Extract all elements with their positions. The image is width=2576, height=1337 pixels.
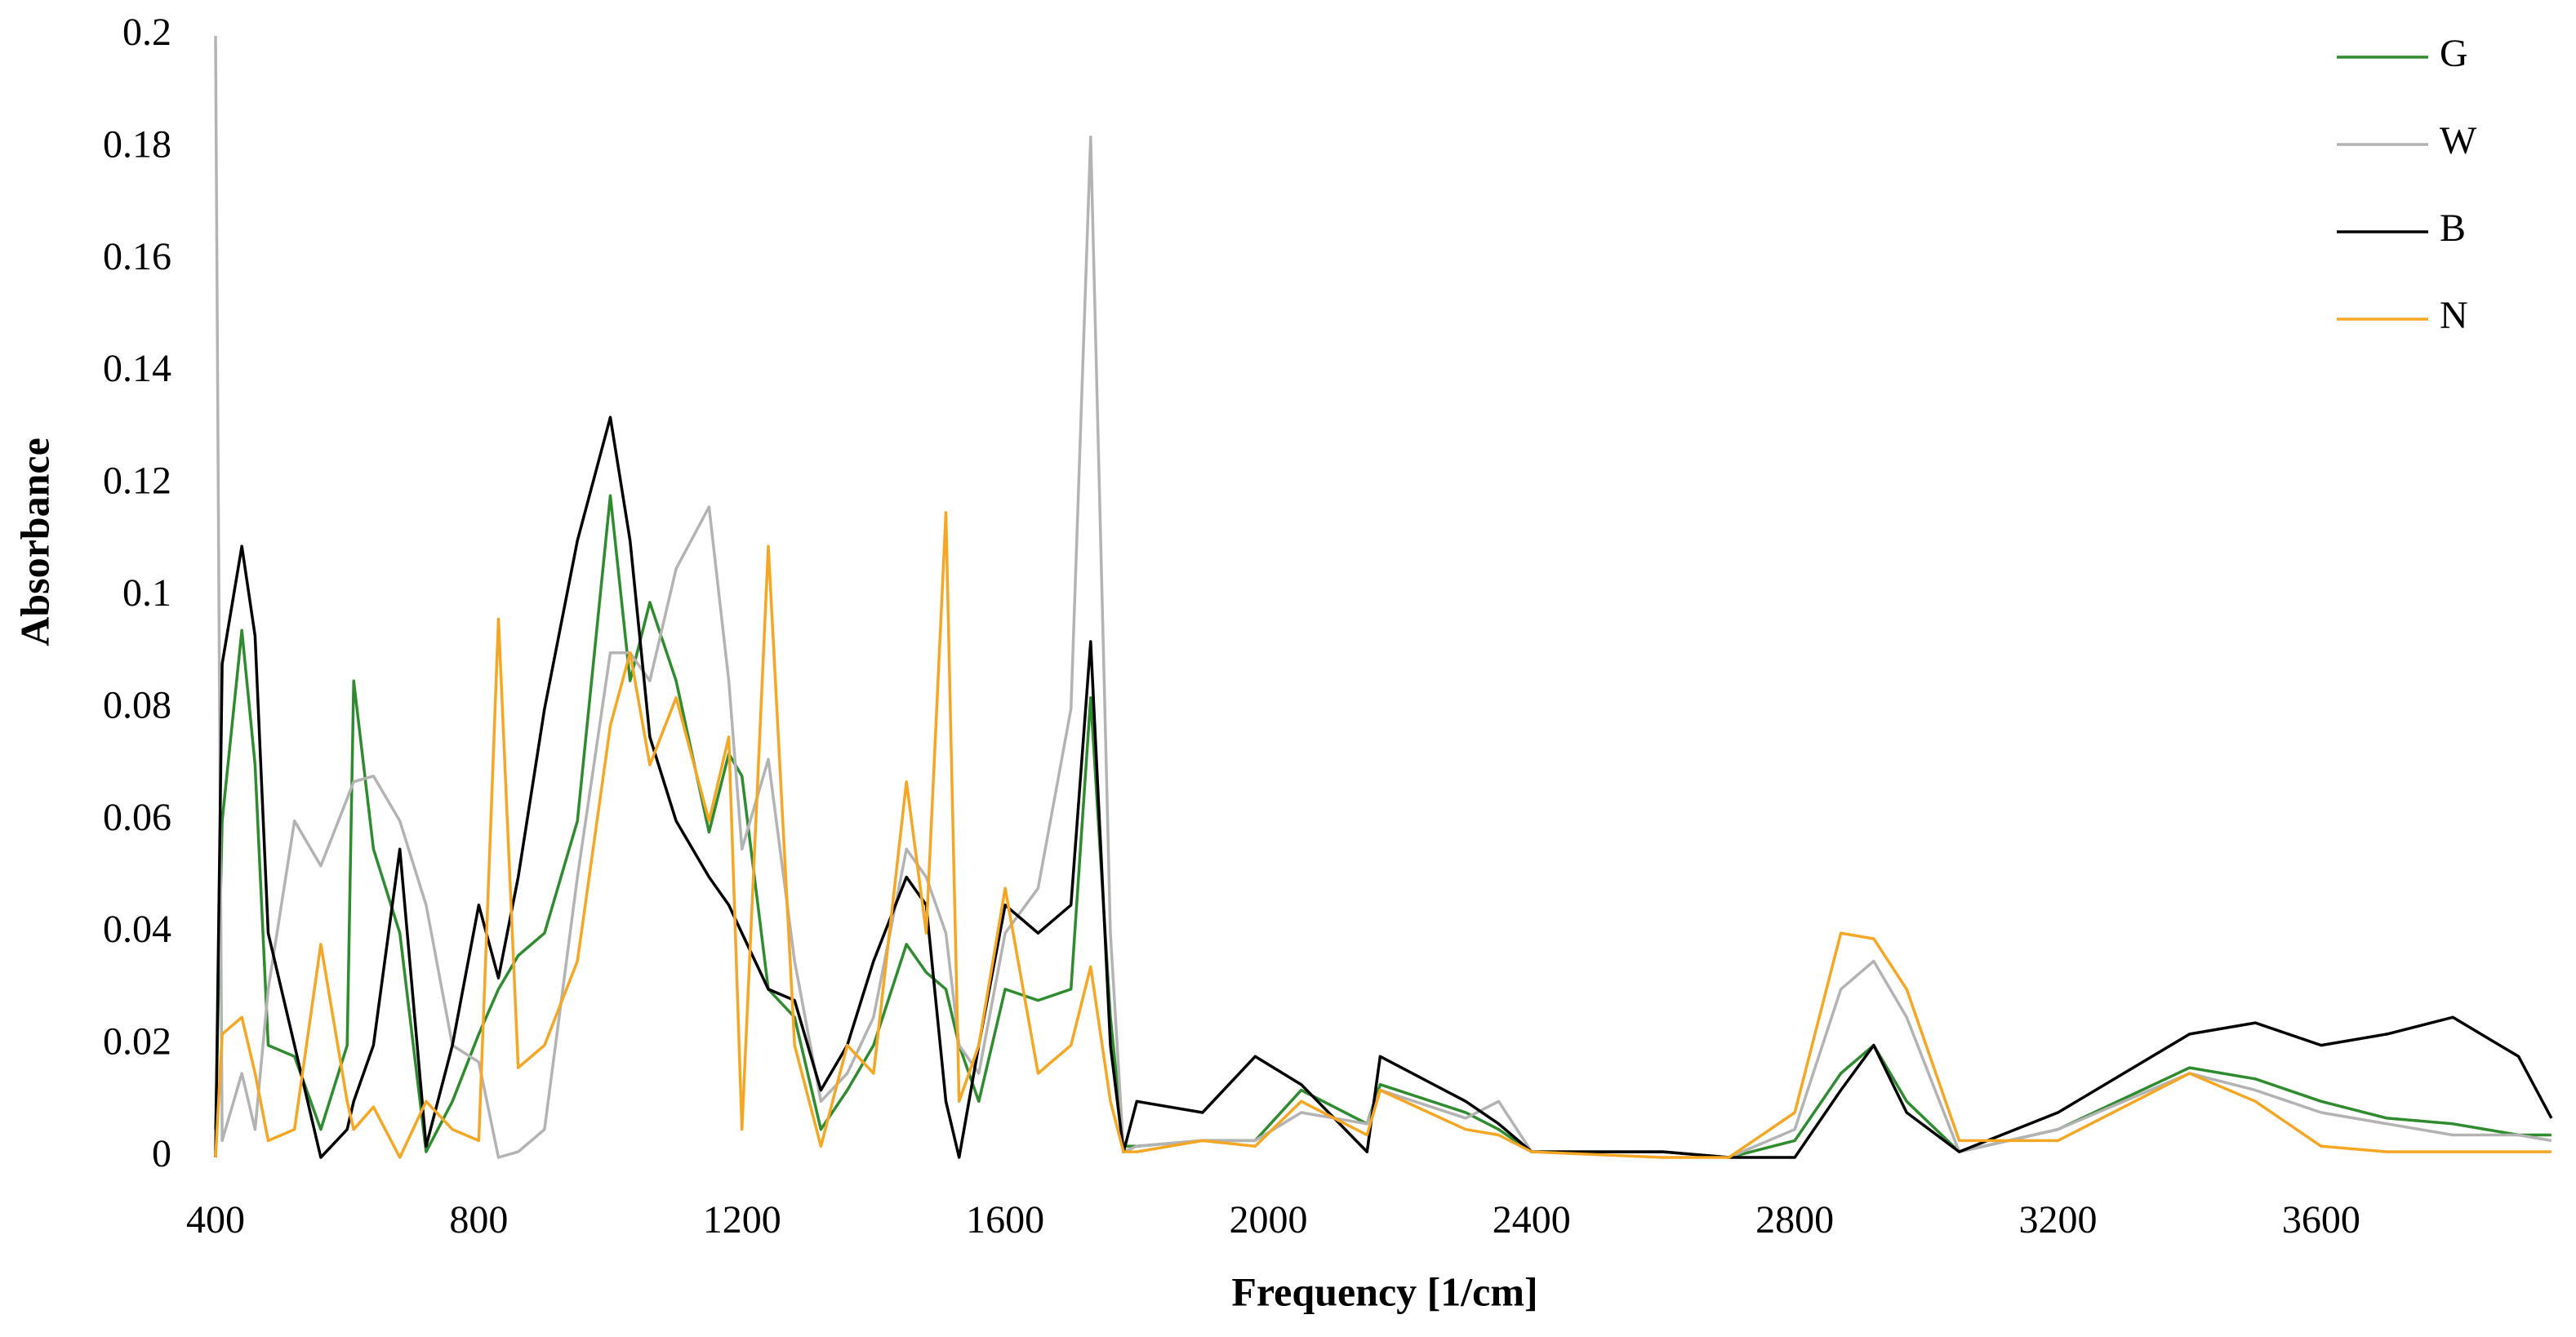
series-line [214,494,2552,1159]
series-line [214,511,2552,1159]
y-axis-title: Absorbance [11,438,57,646]
x-tick-label: 3200 [2019,1198,2098,1242]
x-axis-title: Frequency [1/cm] [1231,1268,1537,1314]
y-tick-label: 0.12 [103,460,171,503]
x-tick-label: 1600 [966,1198,1044,1242]
legend-label: G [2440,32,2468,75]
x-tick-label: 2400 [1493,1198,1571,1242]
y-tick-label: 0.16 [103,235,171,278]
y-tick-label: 0 [152,1132,171,1175]
x-tick-label: 800 [449,1198,508,1242]
y-tick-label: 0.06 [103,796,171,839]
y-tick-label: 0.04 [103,908,171,951]
series-line [214,35,2552,1159]
y-tick-label: 0.1 [122,571,171,615]
y-tick-label: 0.2 [122,11,171,54]
legend-label: B [2440,207,2466,250]
legend-label: W [2440,119,2477,162]
y-tick-label: 0.08 [103,683,171,726]
x-tick-label: 2800 [1755,1198,1834,1242]
x-tick-label: 1200 [703,1198,781,1242]
y-tick-label: 0.18 [103,122,171,166]
series-line [214,415,2553,1159]
x-tick-label: 3600 [2282,1198,2360,1242]
legend-label: N [2440,294,2468,337]
x-tick-label: 2000 [1229,1198,1307,1242]
x-tick-label: 400 [186,1198,245,1242]
y-tick-label: 0.02 [103,1020,171,1064]
y-tick-label: 0.14 [103,347,171,390]
